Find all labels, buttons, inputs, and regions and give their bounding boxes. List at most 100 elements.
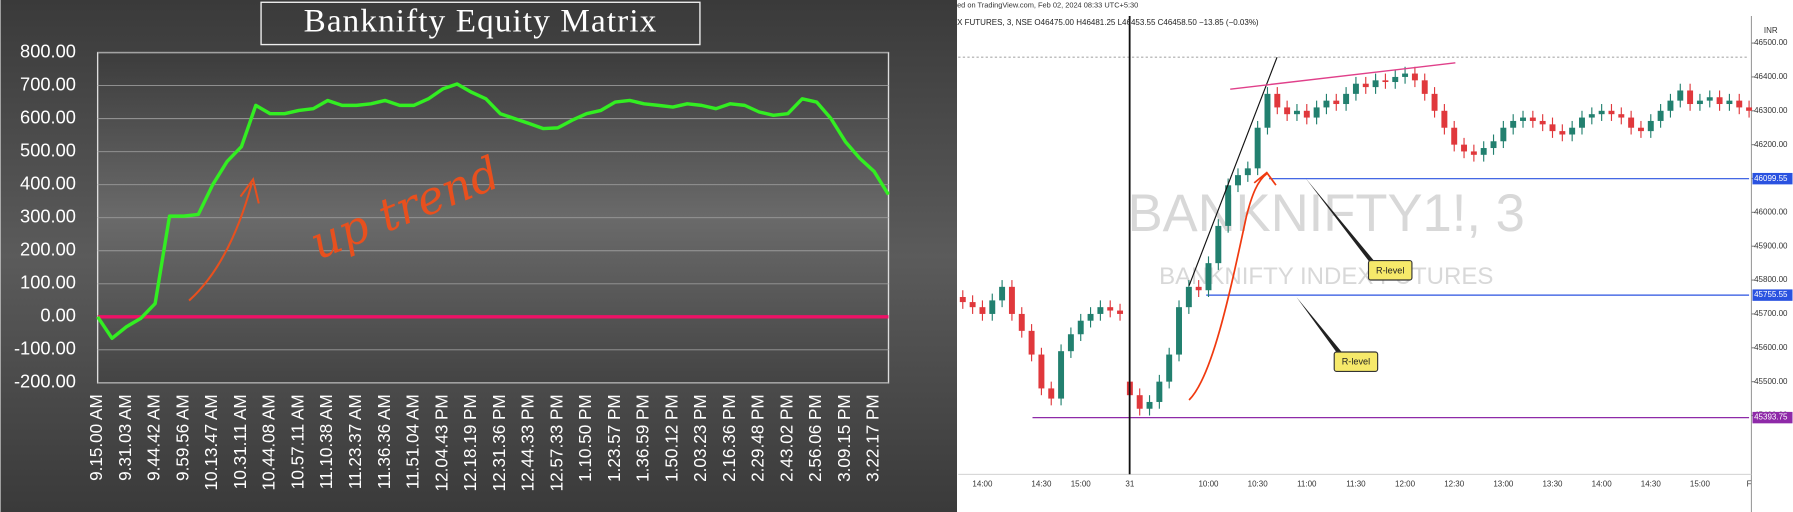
y-tick-label: 46300.00 — [1754, 106, 1788, 115]
y-tick-label: 0.00 — [40, 305, 76, 326]
y-tick-label: 600.00 — [20, 106, 76, 127]
candle-body — [1244, 168, 1251, 176]
x-tick-label: 14:30 — [1641, 480, 1662, 489]
y-tick-label: 46500.00 — [1754, 38, 1788, 47]
x-tick-label: 10.31.11 AM — [230, 394, 250, 489]
candle-body — [1048, 388, 1055, 399]
x-tick-label: 12.04.43 PM — [431, 394, 451, 491]
x-tick-label: 2.16.36 PM — [719, 394, 739, 482]
x-tick-label: 2.56.06 PM — [805, 394, 825, 482]
level-label: 45755.55 — [1754, 290, 1788, 299]
candle-body — [1254, 127, 1261, 169]
x-tick-label: 10.57.11 AM — [287, 394, 307, 489]
candle-body — [1628, 117, 1635, 128]
candle-body — [1588, 114, 1595, 118]
level-tag — [1752, 411, 1793, 424]
y-tick-label: 300.00 — [20, 206, 76, 227]
candle-body — [1176, 307, 1182, 355]
candle-body — [1687, 90, 1694, 105]
chart-title: Banknifty Equity Matrix — [304, 3, 658, 40]
callout-box — [1333, 351, 1379, 372]
watermark: BANKNIFTY1!, 3 — [1128, 184, 1525, 243]
candle-body — [1431, 93, 1438, 111]
candle-body — [1736, 100, 1743, 108]
x-tick-label: 9.15.00 AM — [86, 394, 106, 481]
candle-body — [1746, 107, 1753, 111]
x-tick-label: 13:00 — [1493, 480, 1514, 489]
candle-body — [1696, 100, 1703, 105]
candle-body — [1520, 117, 1526, 121]
candle-body — [1608, 110, 1615, 115]
candle-body — [1372, 80, 1379, 88]
x-tick-label: 12.57.33 PM — [546, 394, 566, 491]
x-tick-label: 15:00 — [1690, 480, 1711, 489]
candle-body — [1480, 148, 1487, 155]
source-note: ed on TradingView.com, Feb 02, 2024 08:3… — [957, 1, 1138, 10]
candle-body — [1421, 80, 1428, 94]
x-tick-label: 14:00 — [1592, 480, 1613, 489]
candle-body — [1559, 131, 1566, 135]
candle-body — [1284, 107, 1291, 115]
y-tick-label: 45700.00 — [1754, 309, 1788, 318]
candle-body — [1490, 141, 1497, 149]
x-tick-label: 11.51.04 AM — [403, 394, 423, 489]
y-tick-label: 46200.00 — [1754, 140, 1788, 149]
y-tick-label: 45500.00 — [1754, 377, 1788, 386]
candle-body — [1018, 313, 1025, 331]
candle-body — [959, 297, 966, 303]
candle-body — [1195, 286, 1202, 291]
x-tick-label: 12:30 — [1444, 480, 1465, 489]
x-tick-label: 12.31.36 PM — [489, 394, 509, 491]
x-tick-label: 1.10.50 PM — [575, 394, 595, 482]
x-tick-label: 1.36.59 PM — [633, 394, 653, 482]
x-tick-label: 10:00 — [1198, 480, 1219, 489]
x-tick-label: 2.43.02 PM — [776, 394, 796, 482]
candle-body — [1461, 144, 1468, 152]
candle-body — [1038, 354, 1045, 389]
candle-body — [1402, 73, 1409, 77]
x-tick-label: 10:30 — [1248, 480, 1269, 489]
candle-body — [1205, 263, 1212, 291]
hand-arrow — [1188, 171, 1277, 401]
candle-body — [1382, 80, 1389, 83]
candle-body — [1343, 93, 1350, 105]
callout-text: R-level — [1342, 357, 1370, 367]
y-tick-label: -200.00 — [14, 371, 76, 392]
x-tick-label: 11:00 — [1297, 480, 1317, 489]
x-tick-label: 1.50.12 PM — [661, 394, 681, 482]
x-tick-label: 14:30 — [1031, 480, 1052, 489]
x-tick-label: 1.23.57 PM — [604, 394, 624, 482]
candle-body — [1677, 90, 1684, 101]
candle-body — [1716, 97, 1723, 105]
y-tick-label: 45800.00 — [1754, 275, 1788, 284]
y-tick-label: 100.00 — [20, 272, 76, 293]
level-label: 46099.55 — [1754, 174, 1788, 183]
level-label: 45393.75 — [1754, 413, 1788, 422]
candle-body — [1470, 151, 1477, 155]
candle-body — [1235, 175, 1241, 186]
watermark-sub: BANKNIFTY INDEX FUTURES — [1159, 263, 1493, 290]
candle-body — [1303, 110, 1310, 118]
x-tick-label: 12.18.19 PM — [460, 394, 480, 491]
candle-body — [979, 307, 986, 314]
candle-body — [1500, 127, 1507, 142]
candle-body — [1333, 100, 1340, 105]
callout-text: R-level — [1376, 265, 1404, 275]
symbol-legend: X FUTURES, 3, NSE O46475.00 H46481.25 L4… — [957, 18, 1259, 27]
candle-body — [1058, 351, 1065, 399]
candle-body — [1529, 117, 1536, 121]
x-tick-label: 9.59.56 AM — [172, 394, 192, 481]
x-tick-label: 11.10.38 AM — [316, 394, 336, 489]
x-tick-label: 12.44.33 PM — [518, 394, 538, 491]
x-tick-label: 14:00 — [972, 480, 993, 489]
candle-body — [1510, 120, 1517, 128]
candle-body — [1067, 334, 1074, 352]
candle-body — [1077, 320, 1084, 335]
x-tick-label: 10.44.08 AM — [259, 394, 279, 490]
trend-line — [1230, 62, 1456, 90]
candle-body — [1225, 185, 1232, 226]
level-tag — [1752, 172, 1793, 185]
x-tick-label: 11:30 — [1346, 480, 1366, 489]
